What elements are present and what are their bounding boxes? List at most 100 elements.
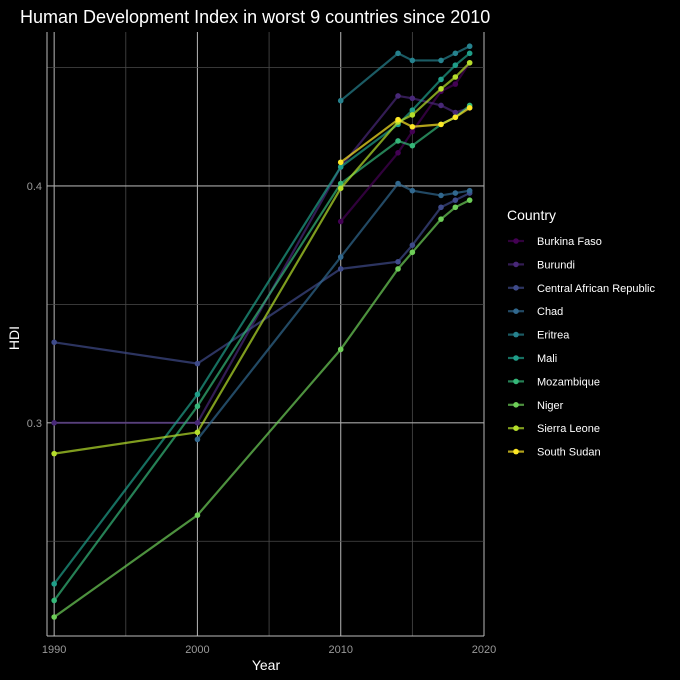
data-point xyxy=(194,436,201,443)
data-point xyxy=(452,74,459,80)
legend-label: Mozambique xyxy=(537,376,600,388)
legend-label: South Sudan xyxy=(537,447,601,459)
data-point xyxy=(409,249,416,256)
legend-item: Sierra Leone xyxy=(508,423,600,435)
legend-title: Country xyxy=(507,207,556,223)
legend-key-point xyxy=(513,285,519,291)
data-point xyxy=(337,185,344,192)
data-point xyxy=(395,180,401,187)
data-point xyxy=(438,216,444,222)
data-point xyxy=(466,104,473,111)
data-point xyxy=(337,164,344,170)
legend-item: Mozambique xyxy=(508,376,600,388)
legend-item: Burkina Faso xyxy=(508,236,602,248)
legend-item: South Sudan xyxy=(508,447,601,459)
data-point xyxy=(337,266,344,272)
series-line xyxy=(340,106,471,164)
series-line xyxy=(53,52,471,585)
series-group xyxy=(51,43,473,620)
data-point xyxy=(395,116,401,123)
legend-key-point xyxy=(513,331,519,338)
x-axis-title: Year xyxy=(252,657,281,673)
data-point xyxy=(452,204,459,211)
legend-item: Niger xyxy=(508,400,564,412)
data-point xyxy=(51,339,57,346)
series-line xyxy=(54,62,471,455)
data-point xyxy=(395,93,401,99)
legend-key-point xyxy=(513,238,519,244)
data-point xyxy=(452,114,459,121)
series-line xyxy=(340,45,471,102)
data-point xyxy=(337,218,344,225)
x-tick-label: 2010 xyxy=(328,644,352,656)
data-point xyxy=(337,346,344,353)
data-point xyxy=(438,57,444,64)
legend-label: Chad xyxy=(537,306,563,318)
legend-key-point xyxy=(513,448,519,455)
data-point xyxy=(337,180,344,187)
legend-label: Central African Republic xyxy=(537,283,656,295)
data-point xyxy=(337,97,344,104)
data-point xyxy=(337,159,344,166)
legend-key-point xyxy=(513,378,519,385)
data-point xyxy=(194,420,201,426)
series-mali xyxy=(51,50,473,587)
legend-key-point xyxy=(513,402,519,408)
y-tick-label: 0.3 xyxy=(27,418,42,430)
data-point xyxy=(438,121,444,128)
data-point xyxy=(395,50,401,57)
data-point xyxy=(194,403,201,410)
data-point xyxy=(409,187,416,194)
data-point xyxy=(51,581,57,587)
data-point xyxy=(466,59,473,66)
legend-item: Chad xyxy=(508,306,563,318)
legend-label: Burkina Faso xyxy=(537,236,602,248)
data-point xyxy=(438,102,444,109)
legend: Country Burkina Faso Burundi Central Afric… xyxy=(507,207,656,459)
data-point xyxy=(194,391,201,398)
legend-item: Central African Republic xyxy=(508,283,656,295)
series-sierra-leone xyxy=(51,59,473,457)
data-point xyxy=(409,123,416,130)
x-tick-label: 2000 xyxy=(185,644,209,656)
data-point xyxy=(466,50,473,57)
data-point xyxy=(452,190,459,196)
data-point xyxy=(194,512,201,518)
data-point xyxy=(466,43,473,50)
series-niger xyxy=(51,197,473,620)
data-point xyxy=(409,112,416,118)
legend-label: Niger xyxy=(537,400,564,412)
data-point xyxy=(438,204,444,211)
data-point xyxy=(452,62,459,68)
series-chad xyxy=(194,180,473,443)
data-point xyxy=(438,76,444,83)
data-point xyxy=(452,50,459,57)
data-point xyxy=(409,107,416,113)
data-point xyxy=(438,192,444,199)
series-south-sudan xyxy=(337,104,473,166)
data-point xyxy=(51,597,57,604)
legend-label: Sierra Leone xyxy=(537,423,600,435)
series-line xyxy=(53,104,471,602)
data-point xyxy=(452,109,459,116)
series-burkina-faso xyxy=(337,59,473,225)
data-point xyxy=(395,266,401,272)
data-point xyxy=(51,450,57,457)
legend-key-point xyxy=(513,425,519,432)
data-point xyxy=(409,95,416,102)
data-point xyxy=(395,258,401,265)
data-point xyxy=(438,86,444,92)
data-point xyxy=(194,360,201,367)
data-point xyxy=(51,614,57,620)
series-line xyxy=(53,199,471,618)
legend-key-point xyxy=(513,355,519,361)
series-line xyxy=(54,192,471,365)
data-point xyxy=(194,429,201,436)
legend-label: Mali xyxy=(537,353,557,365)
data-point xyxy=(337,254,344,260)
legend-label: Eritrea xyxy=(537,330,570,342)
data-point xyxy=(452,197,459,203)
legend-item: Mali xyxy=(508,353,557,365)
data-point xyxy=(409,142,416,149)
